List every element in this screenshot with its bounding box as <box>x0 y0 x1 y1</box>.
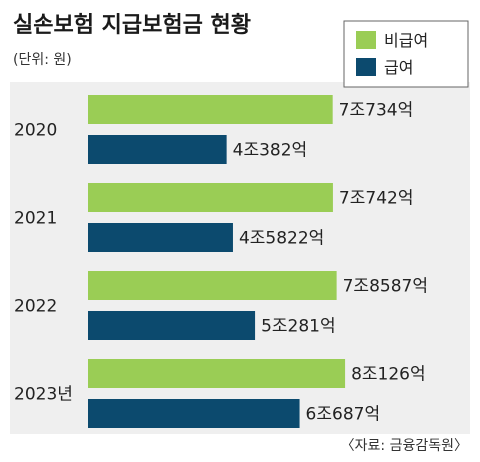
legend-swatch-covered <box>356 58 376 76</box>
year-label: 2021 <box>14 209 57 229</box>
legend-label-non-covered: 비급여 <box>384 31 428 50</box>
source-label: 〈자료: 금융감독원〉 <box>341 438 468 454</box>
unit-label: (단위: 원) <box>13 52 72 68</box>
bar-non-covered <box>88 183 333 212</box>
bar-covered <box>88 399 300 428</box>
bar-non-covered <box>88 359 346 388</box>
value-label-covered: 4조5822억 <box>239 229 324 249</box>
year-label: 2023년 <box>14 385 73 405</box>
value-label-non-covered: 7조734억 <box>339 101 414 121</box>
year-label: 2020 <box>14 121 57 141</box>
bar-covered <box>88 223 233 252</box>
value-label-non-covered: 7조8587억 <box>343 277 428 297</box>
value-label-non-covered: 7조742억 <box>339 189 414 209</box>
bar-group: 2020 7조734억 4조382억 2021 7조742억 4조5822억 2022 7조8… <box>14 95 428 428</box>
value-label-covered: 5조281억 <box>261 317 336 337</box>
bar-non-covered <box>88 95 333 124</box>
value-label-covered: 4조382억 <box>233 141 308 161</box>
bar-covered <box>88 135 227 164</box>
value-label-covered: 6조687억 <box>306 405 381 425</box>
chart-title: 실손보험 지급보험금 현황 <box>13 12 251 38</box>
value-label-non-covered: 8조126억 <box>351 365 426 385</box>
legend-swatch-non-covered <box>356 31 376 49</box>
year-label: 2022 <box>14 297 57 317</box>
bar-covered <box>88 311 256 340</box>
legend: 비급여 급여 <box>343 20 469 88</box>
bar-non-covered <box>88 271 337 300</box>
legend-label-covered: 급여 <box>384 58 413 77</box>
